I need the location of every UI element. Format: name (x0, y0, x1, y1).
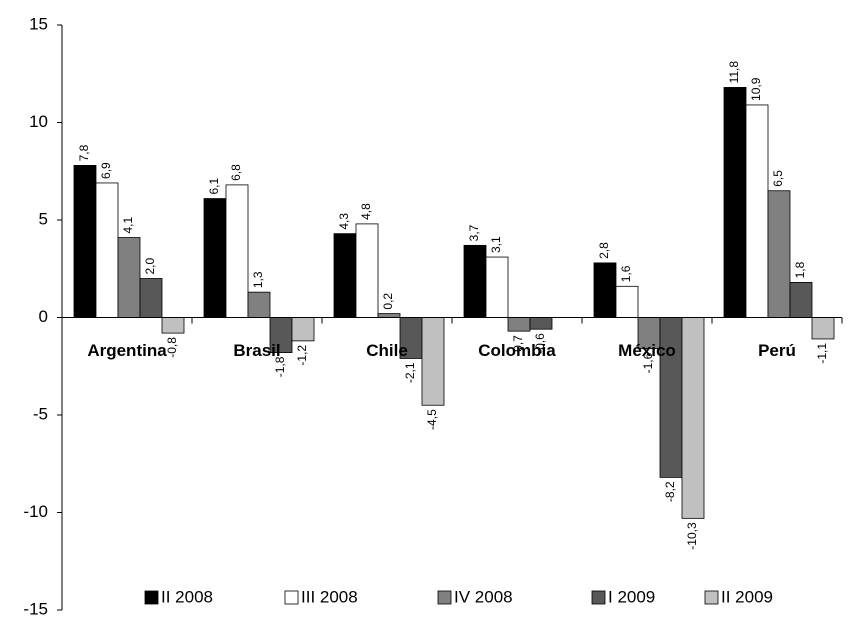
legend-label: II 2009 (721, 587, 773, 606)
value-label: 6,1 (207, 178, 221, 195)
value-label: -1,6 (641, 352, 655, 373)
x-tick-label: Perú (758, 341, 796, 360)
bar (225, 184, 249, 318)
bar (421, 317, 445, 406)
value-label: 2,0 (143, 257, 157, 274)
value-label: 3,1 (489, 236, 503, 253)
value-label: -1,2 (295, 345, 309, 366)
bar (507, 317, 531, 332)
value-label: -1,1 (815, 343, 829, 364)
y-tick-label: -15 (23, 599, 48, 617)
bar (789, 281, 813, 318)
bar (811, 317, 835, 340)
value-label: -8,2 (663, 481, 677, 502)
value-label: 4,3 (337, 213, 351, 230)
value-label: -0,7 (511, 335, 525, 356)
value-label: 1,6 (619, 265, 633, 282)
bar (73, 164, 97, 318)
value-label: 0,2 (381, 293, 395, 310)
value-label: 11,8 (727, 61, 741, 84)
bar (95, 182, 119, 318)
y-tick-label: -5 (33, 404, 48, 423)
bar (247, 291, 271, 318)
bar (745, 104, 769, 318)
value-label: 4,1 (121, 217, 135, 234)
legend-label: I 2009 (608, 587, 655, 606)
legend-label: III 2008 (301, 587, 358, 606)
legend-swatch (144, 590, 159, 605)
legend-swatch (704, 590, 719, 605)
bar (333, 233, 357, 318)
y-tick-label: 5 (39, 209, 48, 228)
bar (203, 198, 227, 318)
bar (723, 87, 747, 318)
value-label: 4,8 (359, 203, 373, 220)
value-label: -2,1 (403, 362, 417, 383)
bar (355, 223, 379, 318)
bar (463, 244, 487, 318)
legend-swatch (284, 590, 299, 605)
x-tick-label: México (618, 341, 676, 360)
bar (615, 285, 639, 318)
value-label: 1,3 (251, 271, 265, 288)
value-label: 1,8 (793, 261, 807, 278)
bar (529, 317, 553, 330)
bar (377, 313, 401, 318)
value-label: 6,5 (771, 170, 785, 187)
bar (117, 237, 141, 318)
legend-label: II 2008 (161, 587, 213, 606)
legend-swatch (591, 590, 606, 605)
value-label: -0,6 (533, 333, 547, 354)
value-label: 6,9 (99, 162, 113, 179)
value-label: 2,8 (597, 242, 611, 259)
bar (681, 317, 705, 519)
bar (767, 190, 791, 318)
x-tick-label: Argentina (87, 341, 167, 360)
value-label: 7,8 (77, 144, 91, 161)
y-tick-label: 0 (39, 307, 48, 326)
x-tick-label: Brasil (233, 341, 280, 360)
y-tick-label: -10 (23, 502, 48, 521)
legend-swatch (437, 590, 452, 605)
value-label: 6,8 (229, 164, 243, 181)
legend-label: IV 2008 (454, 587, 513, 606)
value-label: -4,5 (425, 409, 439, 430)
bar (291, 317, 315, 342)
value-label: 10,9 (749, 77, 763, 101)
bar (139, 278, 163, 318)
bar (485, 256, 509, 318)
bar (593, 262, 617, 318)
value-label: -1,8 (273, 356, 287, 377)
y-tick-label: 10 (29, 112, 48, 131)
bar (161, 317, 185, 334)
value-label: 3,7 (467, 224, 481, 241)
x-tick-label: Colombia (478, 341, 556, 360)
x-tick-label: Chile (366, 341, 408, 360)
y-tick-label: 15 (29, 14, 48, 33)
value-label: -0,8 (165, 337, 179, 358)
value-label: -10,3 (685, 522, 699, 550)
